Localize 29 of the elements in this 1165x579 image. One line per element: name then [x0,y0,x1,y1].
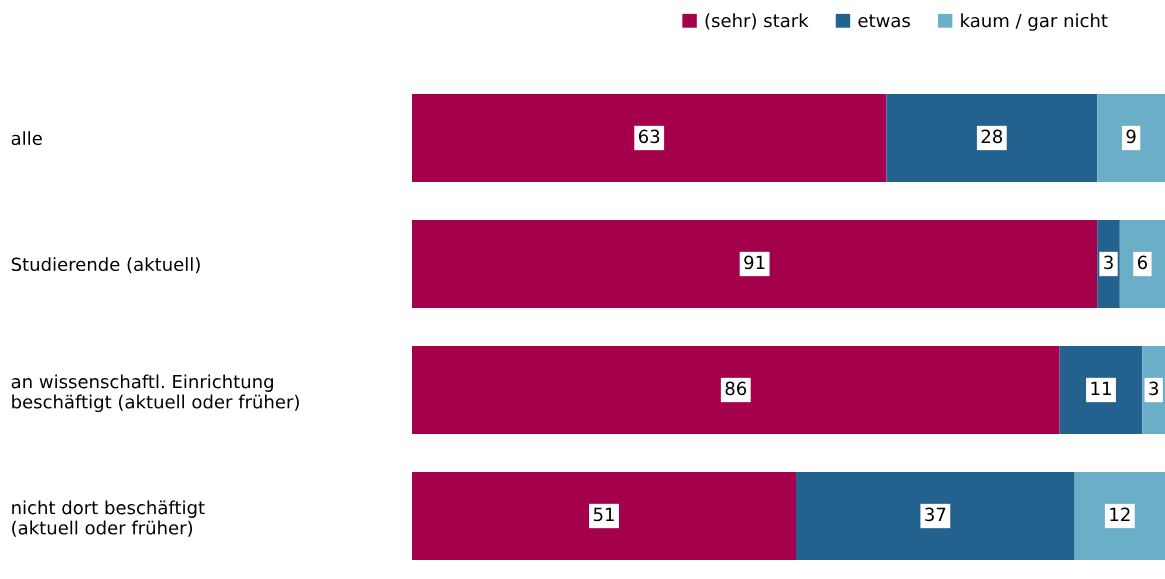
legend-label: etwas [858,14,910,28]
data-label: 3 [1104,255,1113,270]
data-label: 11 [1091,381,1111,395]
data-label: 91 [744,255,765,270]
data-label: 37 [925,507,946,522]
bar [886,93,1098,183]
y-tick-label: an wissenschaftl. Einrichtung beschäftigt (aktuell oder früher) [11,374,299,413]
data-label: 86 [725,381,747,396]
data-label: 63 [638,129,660,144]
data-label: 6 [1137,255,1148,270]
bar [1074,471,1165,561]
data-label: 12 [1110,507,1130,521]
legend-label: (sehr) stark [705,13,809,30]
bar [412,93,887,183]
bar [1119,219,1165,309]
bar [1059,345,1143,435]
y-tick-label: Studierende (aktuell) [11,257,200,274]
data-label: 51 [593,507,614,522]
legend-label: kaum / gar nicht [961,13,1108,31]
data-label: 3 [1149,381,1158,396]
bar [412,219,1098,309]
data-label: 9 [1126,129,1136,144]
bar [1097,93,1165,183]
data-label: 28 [981,129,1003,144]
y-tick-label: alle [11,131,42,146]
bar [796,471,1075,561]
bar [412,471,797,561]
bar [412,345,1060,435]
y-tick-label: nicht dort beschäftigt (aktuell oder früher) [12,500,205,537]
